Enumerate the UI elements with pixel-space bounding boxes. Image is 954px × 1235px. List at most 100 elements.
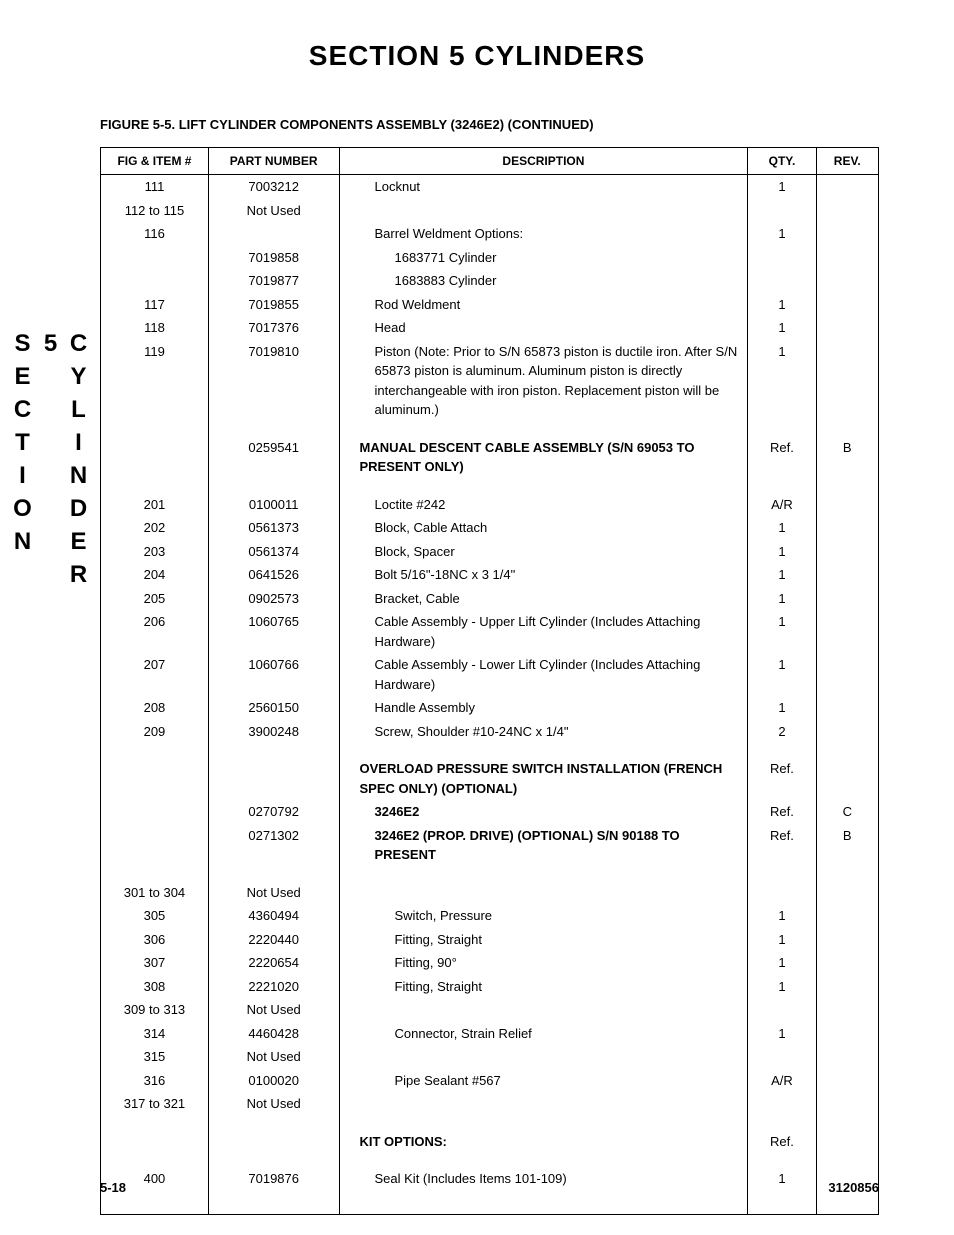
cell-desc: Switch, Pressure xyxy=(339,904,748,928)
table-row: OVERLOAD PRESSURE SWITCH INSTALLATION (F… xyxy=(101,757,879,800)
side-tab-word2: 5 xyxy=(36,330,64,564)
cell-qty: 1 xyxy=(748,975,816,999)
cell-part: 7019810 xyxy=(208,340,339,422)
cell-part xyxy=(208,1130,339,1154)
table-row: 116Barrel Weldment Options:1 xyxy=(101,222,879,246)
cell-desc: Cable Assembly - Lower Lift Cylinder (In… xyxy=(339,653,748,696)
cell-desc: Bracket, Cable xyxy=(339,587,748,611)
cell-fig: 202 xyxy=(101,516,209,540)
table-row: 3082221020Fitting, Straight1 xyxy=(101,975,879,999)
cell-desc: Block, Spacer xyxy=(339,540,748,564)
cell-rev xyxy=(816,928,878,952)
cell-rev xyxy=(816,720,878,744)
cell-rev xyxy=(816,1130,878,1154)
cell-rev xyxy=(816,1069,878,1093)
cell-fig: 208 xyxy=(101,696,209,720)
cell-desc: 3246E2 (PROP. DRIVE) (OPTIONAL) S/N 9018… xyxy=(339,824,748,867)
table-row: 309 to 313Not Used xyxy=(101,998,879,1022)
cell-rev xyxy=(816,516,878,540)
table-row: 2020561373Block, Cable Attach1 xyxy=(101,516,879,540)
parts-table: FIG & ITEM # PART NUMBER DESCRIPTION QTY… xyxy=(100,147,879,1215)
cell-part xyxy=(208,757,339,800)
cell-qty: 1 xyxy=(748,175,816,199)
cell-qty: 1 xyxy=(748,293,816,317)
cell-fig xyxy=(101,436,209,479)
table-row xyxy=(101,743,879,757)
cell-fig: 317 to 321 xyxy=(101,1092,209,1116)
cell-part: 0100020 xyxy=(208,1069,339,1093)
cell-fig xyxy=(101,246,209,270)
cell-qty xyxy=(748,881,816,905)
cell-part: 7017376 xyxy=(208,316,339,340)
table-row: 70198581683771 Cylinder xyxy=(101,246,879,270)
cell-rev xyxy=(816,587,878,611)
table-header-row: FIG & ITEM # PART NUMBER DESCRIPTION QTY… xyxy=(101,148,879,175)
cell-qty: 1 xyxy=(748,653,816,696)
cell-fig xyxy=(101,269,209,293)
cell-rev xyxy=(816,199,878,223)
cell-rev xyxy=(816,540,878,564)
cell-desc xyxy=(339,881,748,905)
cell-rev xyxy=(816,1045,878,1069)
cell-rev xyxy=(816,998,878,1022)
table-row: 02713023246E2 (PROP. DRIVE) (OPTIONAL) S… xyxy=(101,824,879,867)
cell-fig: 118 xyxy=(101,316,209,340)
table-row: 3072220654Fitting, 90°1 xyxy=(101,951,879,975)
cell-qty: 1 xyxy=(748,222,816,246)
cell-desc: Loctite #242 xyxy=(339,493,748,517)
cell-rev xyxy=(816,222,878,246)
header-qty: QTY. xyxy=(748,148,816,175)
cell-qty xyxy=(748,246,816,270)
cell-desc: Fitting, 90° xyxy=(339,951,748,975)
table-body: 1117003212Locknut1112 to 115Not Used116B… xyxy=(101,175,879,1215)
table-row: 2040641526Bolt 5/16"-18NC x 3 1/4"1 xyxy=(101,563,879,587)
cell-desc xyxy=(339,199,748,223)
cell-desc: Pipe Sealant #567 xyxy=(339,1069,748,1093)
cell-fig: 112 to 115 xyxy=(101,199,209,223)
cell-fig: 308 xyxy=(101,975,209,999)
table-row: 2061060765Cable Assembly - Upper Lift Cy… xyxy=(101,610,879,653)
cell-qty: Ref. xyxy=(748,824,816,867)
table-row: 70198771683883 Cylinder xyxy=(101,269,879,293)
cell-desc: Connector, Strain Relief xyxy=(339,1022,748,1046)
cell-desc: Piston (Note: Prior to S/N 65873 piston … xyxy=(339,340,748,422)
cell-qty: 1 xyxy=(748,563,816,587)
cell-fig: 207 xyxy=(101,653,209,696)
cell-rev xyxy=(816,610,878,653)
cell-part: 1060766 xyxy=(208,653,339,696)
cell-fig: 307 xyxy=(101,951,209,975)
cell-qty xyxy=(748,1092,816,1116)
cell-rev: C xyxy=(816,800,878,824)
cell-desc: 1683883 Cylinder xyxy=(339,269,748,293)
cell-desc xyxy=(339,1092,748,1116)
table-row: 1177019855Rod Weldment1 xyxy=(101,293,879,317)
cell-part: 0902573 xyxy=(208,587,339,611)
cell-qty xyxy=(748,199,816,223)
cell-desc xyxy=(339,998,748,1022)
cell-desc: 1683771 Cylinder xyxy=(339,246,748,270)
cell-fig: 111 xyxy=(101,175,209,199)
table-row xyxy=(101,1116,879,1130)
cell-rev xyxy=(816,175,878,199)
table-row: 0259541MANUAL DESCENT CABLE ASSEMBLY (S/… xyxy=(101,436,879,479)
cell-part: 0259541 xyxy=(208,436,339,479)
cell-fig: 203 xyxy=(101,540,209,564)
table-row: 2071060766Cable Assembly - Lower Lift Cy… xyxy=(101,653,879,696)
cell-part: 0561373 xyxy=(208,516,339,540)
cell-fig: 201 xyxy=(101,493,209,517)
table-row: 1187017376Head1 xyxy=(101,316,879,340)
cell-qty: Ref. xyxy=(748,800,816,824)
cell-rev xyxy=(816,757,878,800)
cell-qty: 1 xyxy=(748,587,816,611)
cell-qty: 1 xyxy=(748,540,816,564)
cell-desc: OVERLOAD PRESSURE SWITCH INSTALLATION (F… xyxy=(339,757,748,800)
table-row: 3062220440Fitting, Straight1 xyxy=(101,928,879,952)
cell-rev xyxy=(816,1022,878,1046)
cell-desc: Head xyxy=(339,316,748,340)
cell-qty: 1 xyxy=(748,516,816,540)
cell-fig: 117 xyxy=(101,293,209,317)
footer-left: 5-18 xyxy=(100,1180,126,1195)
side-tab-word3: CYLINDER xyxy=(64,330,92,594)
cell-part: 0641526 xyxy=(208,563,339,587)
cell-part xyxy=(208,222,339,246)
